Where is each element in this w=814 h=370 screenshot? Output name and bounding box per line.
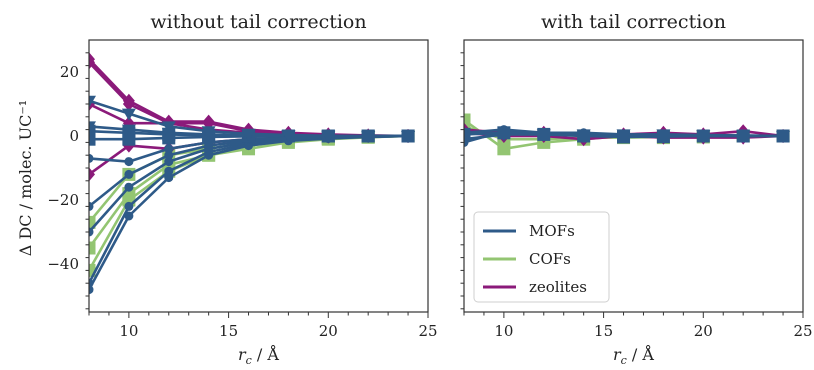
data-point: [164, 157, 174, 167]
x-tick-label: 25: [418, 322, 437, 340]
axes-frame: [463, 39, 804, 313]
data-point: [89, 263, 96, 277]
data-point: [577, 129, 591, 143]
data-point: [89, 121, 96, 134]
data-point: [696, 129, 710, 143]
x-tick-label: 25: [793, 322, 812, 340]
data-point: [656, 130, 670, 144]
data-point: [321, 130, 336, 143]
y-axis-label: Δ DC / molec. UC⁻¹: [16, 100, 35, 256]
data-point: [241, 128, 256, 141]
x-axis-label: rc / Å: [613, 344, 654, 367]
data-point: [776, 129, 790, 143]
data-point: [124, 182, 134, 192]
x-tick-label: 20: [694, 322, 713, 340]
data-point: [161, 121, 176, 134]
data-point: [89, 215, 96, 229]
data-point: [164, 173, 174, 183]
data-point: [89, 55, 95, 70]
data-point: [164, 144, 174, 154]
series-line-cofs: [89, 134, 409, 272]
data-point: [89, 201, 94, 211]
data-point: [497, 126, 511, 140]
data-point: [124, 157, 134, 167]
x-axis-label: rc / Å: [238, 344, 279, 367]
y-tick-label: −40: [47, 255, 79, 273]
legend-label-cofs: COFs: [529, 250, 571, 268]
data-point: [124, 169, 134, 179]
data-point: [89, 241, 96, 255]
data-point: [89, 95, 96, 108]
data-point: [617, 130, 631, 144]
data-point: [281, 130, 296, 143]
data-point: [736, 129, 750, 143]
data-point: [89, 167, 95, 182]
data-point: [537, 127, 551, 141]
y-tick-label: 20: [60, 63, 79, 81]
data-point: [124, 201, 134, 211]
axes-frame: [88, 39, 429, 313]
data-point: [89, 124, 96, 138]
data-point: [124, 211, 134, 221]
data-point: [464, 127, 471, 141]
data-point: [401, 131, 416, 143]
panel-title: with tail correction: [541, 11, 726, 33]
data-point: [89, 153, 94, 163]
x-tick-label: 20: [319, 322, 338, 340]
y-tick-label: −20: [47, 191, 79, 209]
panel-with-tail-correction: with tail correction 10 15 20 25 rc / Å MOFs CO…: [460, 11, 813, 367]
data-point: [164, 150, 174, 160]
legend-box: [473, 211, 610, 303]
plot-area: [464, 113, 791, 156]
legend-label-zeolites: zeolites: [529, 278, 587, 296]
plot-area: [89, 52, 416, 295]
data-point: [361, 131, 376, 143]
x-tick-label: 10: [119, 322, 138, 340]
x-tick-label: 15: [219, 322, 238, 340]
data-point: [121, 108, 136, 121]
legend-label-mofs: MOFs: [529, 222, 575, 240]
data-point: [161, 127, 176, 140]
panel-without-tail-correction: without tail correction 10 15 20 25 −40 −20 0 20…: [47, 11, 437, 367]
data-point: [201, 126, 216, 139]
panel-title: without tail correction: [150, 11, 366, 33]
data-point: [121, 124, 136, 137]
data-point: [89, 132, 96, 146]
x-tick-label: 10: [494, 322, 513, 340]
data-point: [164, 166, 174, 176]
y-tick-label: 0: [69, 127, 79, 145]
x-tick-label: 15: [594, 322, 613, 340]
legend: MOFs COFs zeolites: [473, 211, 610, 303]
data-point: [89, 278, 94, 288]
data-point: [89, 227, 94, 237]
data-point: [122, 97, 135, 111]
